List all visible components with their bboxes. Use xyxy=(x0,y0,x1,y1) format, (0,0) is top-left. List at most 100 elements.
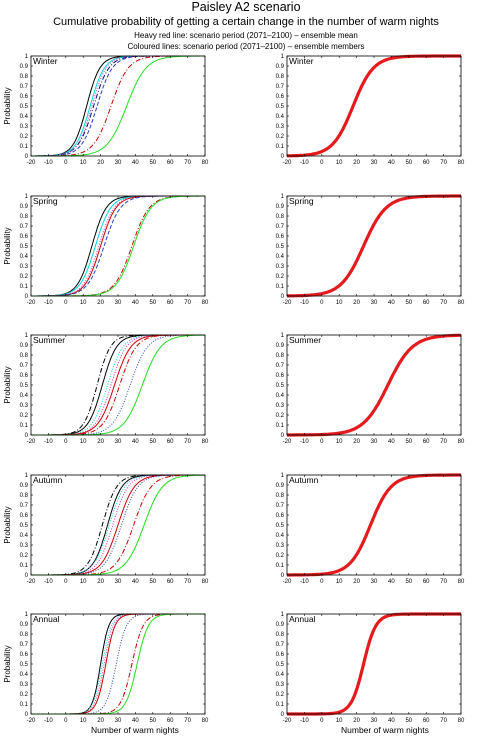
x-tick-label: 30 xyxy=(115,160,122,166)
x-tick-label: 0 xyxy=(64,300,68,306)
x-tick-label: 60 xyxy=(167,718,174,724)
x-tick-label: 20 xyxy=(97,300,104,306)
x-tick-label: 20 xyxy=(353,439,360,445)
series-line-blue xyxy=(31,195,205,297)
x-tick-label: -10 xyxy=(44,718,53,724)
y-tick-label: 0.6 xyxy=(20,513,29,519)
x-tick-label: 60 xyxy=(167,579,174,585)
x-tick-label: 0 xyxy=(320,718,324,724)
y-tick-label: 0.8 xyxy=(20,353,29,359)
x-tick-label: 0 xyxy=(64,718,68,724)
y-axis-label: Probability xyxy=(3,87,12,124)
y-tick-label: 0.8 xyxy=(276,353,285,359)
y-tick-label: 0.4 xyxy=(276,114,285,120)
x-tick-label: 10 xyxy=(80,439,87,445)
series-line-red xyxy=(31,474,205,576)
x-tick-label: -20 xyxy=(27,300,36,306)
y-tick-label: 0.5 xyxy=(20,104,29,110)
chart-panel-annual-mean: -20 -10 0 10 20 30 40 50 60 70 80 0 0.1 0.2 0.3 0.4 0.5 0… xyxy=(276,612,465,724)
x-tick-label: 50 xyxy=(405,718,412,724)
x-tick-label: 0 xyxy=(320,579,324,585)
panel-label-autumn: Autumn xyxy=(33,475,63,485)
y-tick-label: 0.7 xyxy=(20,84,29,90)
y-tick-label: 0.3 xyxy=(276,264,285,270)
x-tick-label: 10 xyxy=(336,300,343,306)
x-tick-label: -10 xyxy=(300,160,309,166)
page-subtitle: Cumulative probability of getting a cert… xyxy=(53,16,439,28)
x-tick-label: 40 xyxy=(388,718,395,724)
y-tick-label: 0.1 xyxy=(276,563,285,569)
x-tick-label: 20 xyxy=(353,160,360,166)
x-tick-label: 70 xyxy=(440,439,447,445)
y-axis-label: Probability xyxy=(3,506,12,543)
x-tick-label: -20 xyxy=(27,160,36,166)
series-line-mean xyxy=(287,612,461,716)
x-tick-label: 20 xyxy=(97,160,104,166)
series-line-red xyxy=(31,334,205,436)
x-tick-label: 70 xyxy=(184,718,191,724)
x-tick-label: -20 xyxy=(283,160,292,166)
x-tick-label: 30 xyxy=(371,160,378,166)
x-tick-label: -10 xyxy=(44,160,53,166)
x-tick-label: 30 xyxy=(371,718,378,724)
y-tick-label: 0.7 xyxy=(20,363,29,369)
x-tick-label: 0 xyxy=(320,439,324,445)
series-line-red xyxy=(31,55,205,157)
y-tick-label: 1 xyxy=(25,333,29,339)
panel-label-spring: Spring xyxy=(33,196,58,206)
y-tick-label: 0.3 xyxy=(20,543,29,549)
x-tick-label: 80 xyxy=(458,718,465,724)
y-tick-label: 1 xyxy=(25,194,29,200)
y-tick-label: 0.9 xyxy=(20,483,29,489)
series-line-black xyxy=(31,613,205,715)
x-tick-label: 20 xyxy=(353,300,360,306)
y-tick-label: 0.2 xyxy=(20,134,29,140)
x-tick-label: 20 xyxy=(97,579,104,585)
plot-frame xyxy=(30,613,206,715)
x-tick-label: 50 xyxy=(149,160,156,166)
y-tick-label: 0.4 xyxy=(20,533,29,539)
y-tick-label: 0.4 xyxy=(276,672,285,678)
y-tick-label: 0.1 xyxy=(20,563,29,569)
series-line-red xyxy=(31,613,205,715)
x-tick-label: 70 xyxy=(440,160,447,166)
y-tick-label: 0.5 xyxy=(276,244,285,250)
y-axis-label: Probability xyxy=(3,645,12,682)
x-tick-label: -10 xyxy=(44,300,53,306)
y-tick-label: 0.6 xyxy=(276,234,285,240)
y-tick-label: 0.9 xyxy=(276,204,285,210)
y-tick-label: 0.6 xyxy=(20,234,29,240)
series-line-magenta xyxy=(31,334,205,436)
series-line-cyan xyxy=(31,613,205,715)
panel-label-winter: Winter xyxy=(289,56,314,66)
series-line-black xyxy=(31,55,205,157)
x-tick-label: 10 xyxy=(336,439,343,445)
x-tick-label: 30 xyxy=(115,579,122,585)
x-tick-label: 30 xyxy=(115,718,122,724)
y-tick-label: 0.6 xyxy=(20,94,29,100)
x-tick-label: 50 xyxy=(405,579,412,585)
y-tick-label: 0.9 xyxy=(20,64,29,70)
x-tick-label: 80 xyxy=(202,160,209,166)
x-tick-label: 10 xyxy=(80,300,87,306)
x-tick-label: -20 xyxy=(283,718,292,724)
x-tick-label: 40 xyxy=(388,439,395,445)
x-tick-label: 20 xyxy=(97,718,104,724)
x-tick-label: 0 xyxy=(320,300,324,306)
plot-frame xyxy=(286,474,462,576)
y-tick-label: 0.2 xyxy=(276,413,285,419)
x-tick-label: 0 xyxy=(64,439,68,445)
series-line-mean xyxy=(287,473,461,577)
series-line-black xyxy=(31,474,205,576)
y-tick-label: 0.2 xyxy=(276,553,285,559)
x-tick-label: 0 xyxy=(320,160,324,166)
x-tick-label: 50 xyxy=(405,300,412,306)
y-axis-label: Probability xyxy=(3,227,12,264)
y-tick-label: 1 xyxy=(281,194,285,200)
x-tick-label: -20 xyxy=(283,300,292,306)
x-tick-label: 10 xyxy=(80,160,87,166)
y-tick-label: 0.3 xyxy=(20,264,29,270)
panel-label-winter: Winter xyxy=(33,56,58,66)
y-tick-label: 0.9 xyxy=(20,622,29,628)
y-tick-label: 0.3 xyxy=(276,403,285,409)
